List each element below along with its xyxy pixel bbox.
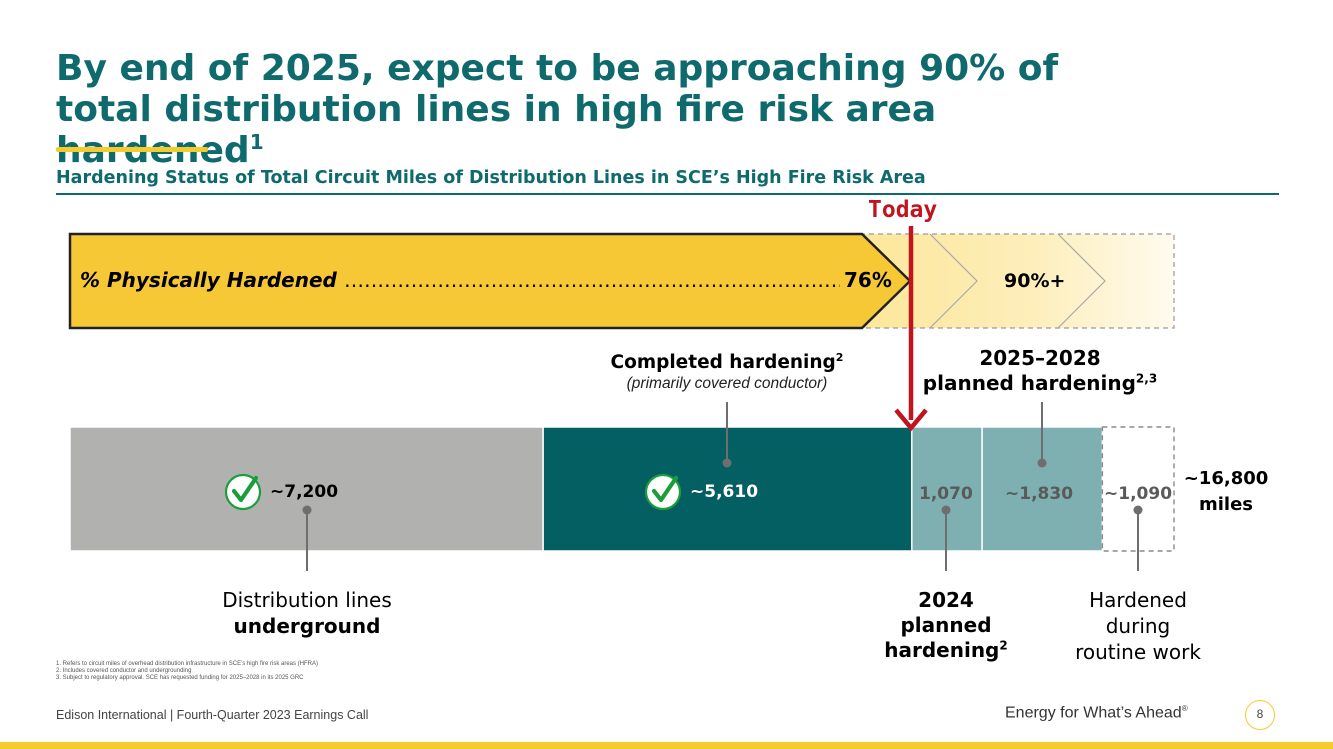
total-miles-label: ~16,800 miles bbox=[1176, 466, 1276, 518]
today-arrow-icon bbox=[894, 226, 928, 432]
check-icon bbox=[644, 473, 682, 511]
hardened-progress-arrow bbox=[68, 232, 912, 330]
page-number: 8 bbox=[1245, 700, 1275, 730]
total-miles-unit: miles bbox=[1198, 494, 1254, 515]
chart-subtitle: Hardening Status of Total Circuit Miles … bbox=[56, 168, 926, 188]
callout-2024-line2: planned bbox=[900, 613, 992, 637]
subtitle-rule bbox=[56, 193, 1279, 195]
footnote-3: 3. Subject to regulatory approval. SCE h… bbox=[56, 675, 304, 681]
callout-2024-line3: hardening bbox=[884, 638, 1000, 662]
callout-completed: Completed hardening2 (primarily covered … bbox=[577, 351, 877, 393]
callout-routine: Hardened during routine work bbox=[1063, 587, 1213, 665]
footer-tagline: Energy for What’s Ahead® bbox=[1005, 704, 1188, 722]
future-chevron-2 bbox=[1057, 233, 1106, 329]
callout-underground-line2: underground bbox=[233, 614, 381, 638]
target-percent-label: 90%+ bbox=[1004, 270, 1066, 292]
callout-2024: 2024 planned hardening2 bbox=[876, 588, 1016, 663]
title-accent-bar bbox=[56, 147, 208, 152]
bottom-accent-band bbox=[0, 742, 1333, 749]
callout-routine-line2: during bbox=[1105, 614, 1171, 638]
footnote-2: 2. Includes covered conductor and underg… bbox=[56, 668, 192, 674]
callout-2025-2028-sup: 2,3 bbox=[1135, 371, 1158, 386]
title-footnote-ref: 1 bbox=[249, 130, 264, 154]
leader-underground-dot bbox=[302, 505, 312, 515]
bar-segment-4 bbox=[981, 426, 1104, 552]
callout-underground-line1: Distribution lines bbox=[222, 588, 392, 612]
leader-completed-dot bbox=[722, 458, 732, 468]
future-chevron-1 bbox=[929, 233, 978, 329]
segment-label-routine: ~1,090 bbox=[1104, 484, 1173, 504]
physically-hardened-label: % Physically Hardened bbox=[80, 268, 337, 292]
footer-tagline-text: Energy for What’s Ahead bbox=[1005, 704, 1182, 722]
today-label: Today bbox=[868, 197, 938, 223]
segment-label-2024: 1,070 bbox=[919, 484, 973, 504]
leader-2024-dot bbox=[941, 505, 951, 515]
callout-completed-note: (primarily covered conductor) bbox=[626, 375, 828, 392]
slide-title-text: By end of 2025, expect to be approaching… bbox=[56, 48, 1059, 171]
callout-routine-line3: routine work bbox=[1075, 640, 1201, 664]
callout-2024-sup: 2 bbox=[999, 638, 1008, 653]
footnotes: 1. Refers to circuit miles of overhead d… bbox=[56, 661, 318, 682]
callout-completed-title: Completed hardening bbox=[610, 352, 836, 373]
callout-underground: Distribution lines underground bbox=[177, 587, 437, 639]
segment-label-underground: ~7,200 bbox=[270, 482, 339, 502]
stacked-bar bbox=[69, 426, 1175, 552]
leader-2025-2028-dot bbox=[1037, 458, 1047, 468]
footnote-1: 1. Refers to circuit miles of overhead d… bbox=[56, 661, 318, 667]
leader-routine-dot bbox=[1133, 505, 1143, 515]
callout-2025-2028: 2025–2028 planned hardening2,3 bbox=[905, 346, 1175, 396]
physically-hardened-leader: ………………………………………………………………………………… bbox=[344, 268, 840, 292]
callout-2025-2028-line1: 2025–2028 bbox=[979, 346, 1101, 370]
slide-title: By end of 2025, expect to be approaching… bbox=[56, 48, 1156, 171]
check-icon bbox=[224, 473, 262, 511]
total-miles-value: ~16,800 bbox=[1183, 468, 1269, 489]
callout-completed-sup: 2 bbox=[835, 350, 844, 364]
current-percent-label: 76% bbox=[844, 268, 892, 292]
footer-company: Edison International | Fourth-Quarter 20… bbox=[56, 708, 369, 722]
callout-routine-line1: Hardened bbox=[1089, 588, 1187, 612]
callout-2024-line1: 2024 bbox=[918, 588, 974, 612]
leader-lines bbox=[302, 402, 1143, 571]
callout-2025-2028-line2: planned hardening bbox=[922, 371, 1136, 395]
segment-label-2025-2028: ~1,830 bbox=[1005, 484, 1074, 504]
registered-mark: ® bbox=[1181, 704, 1188, 713]
segment-label-completed: ~5,610 bbox=[690, 482, 759, 502]
